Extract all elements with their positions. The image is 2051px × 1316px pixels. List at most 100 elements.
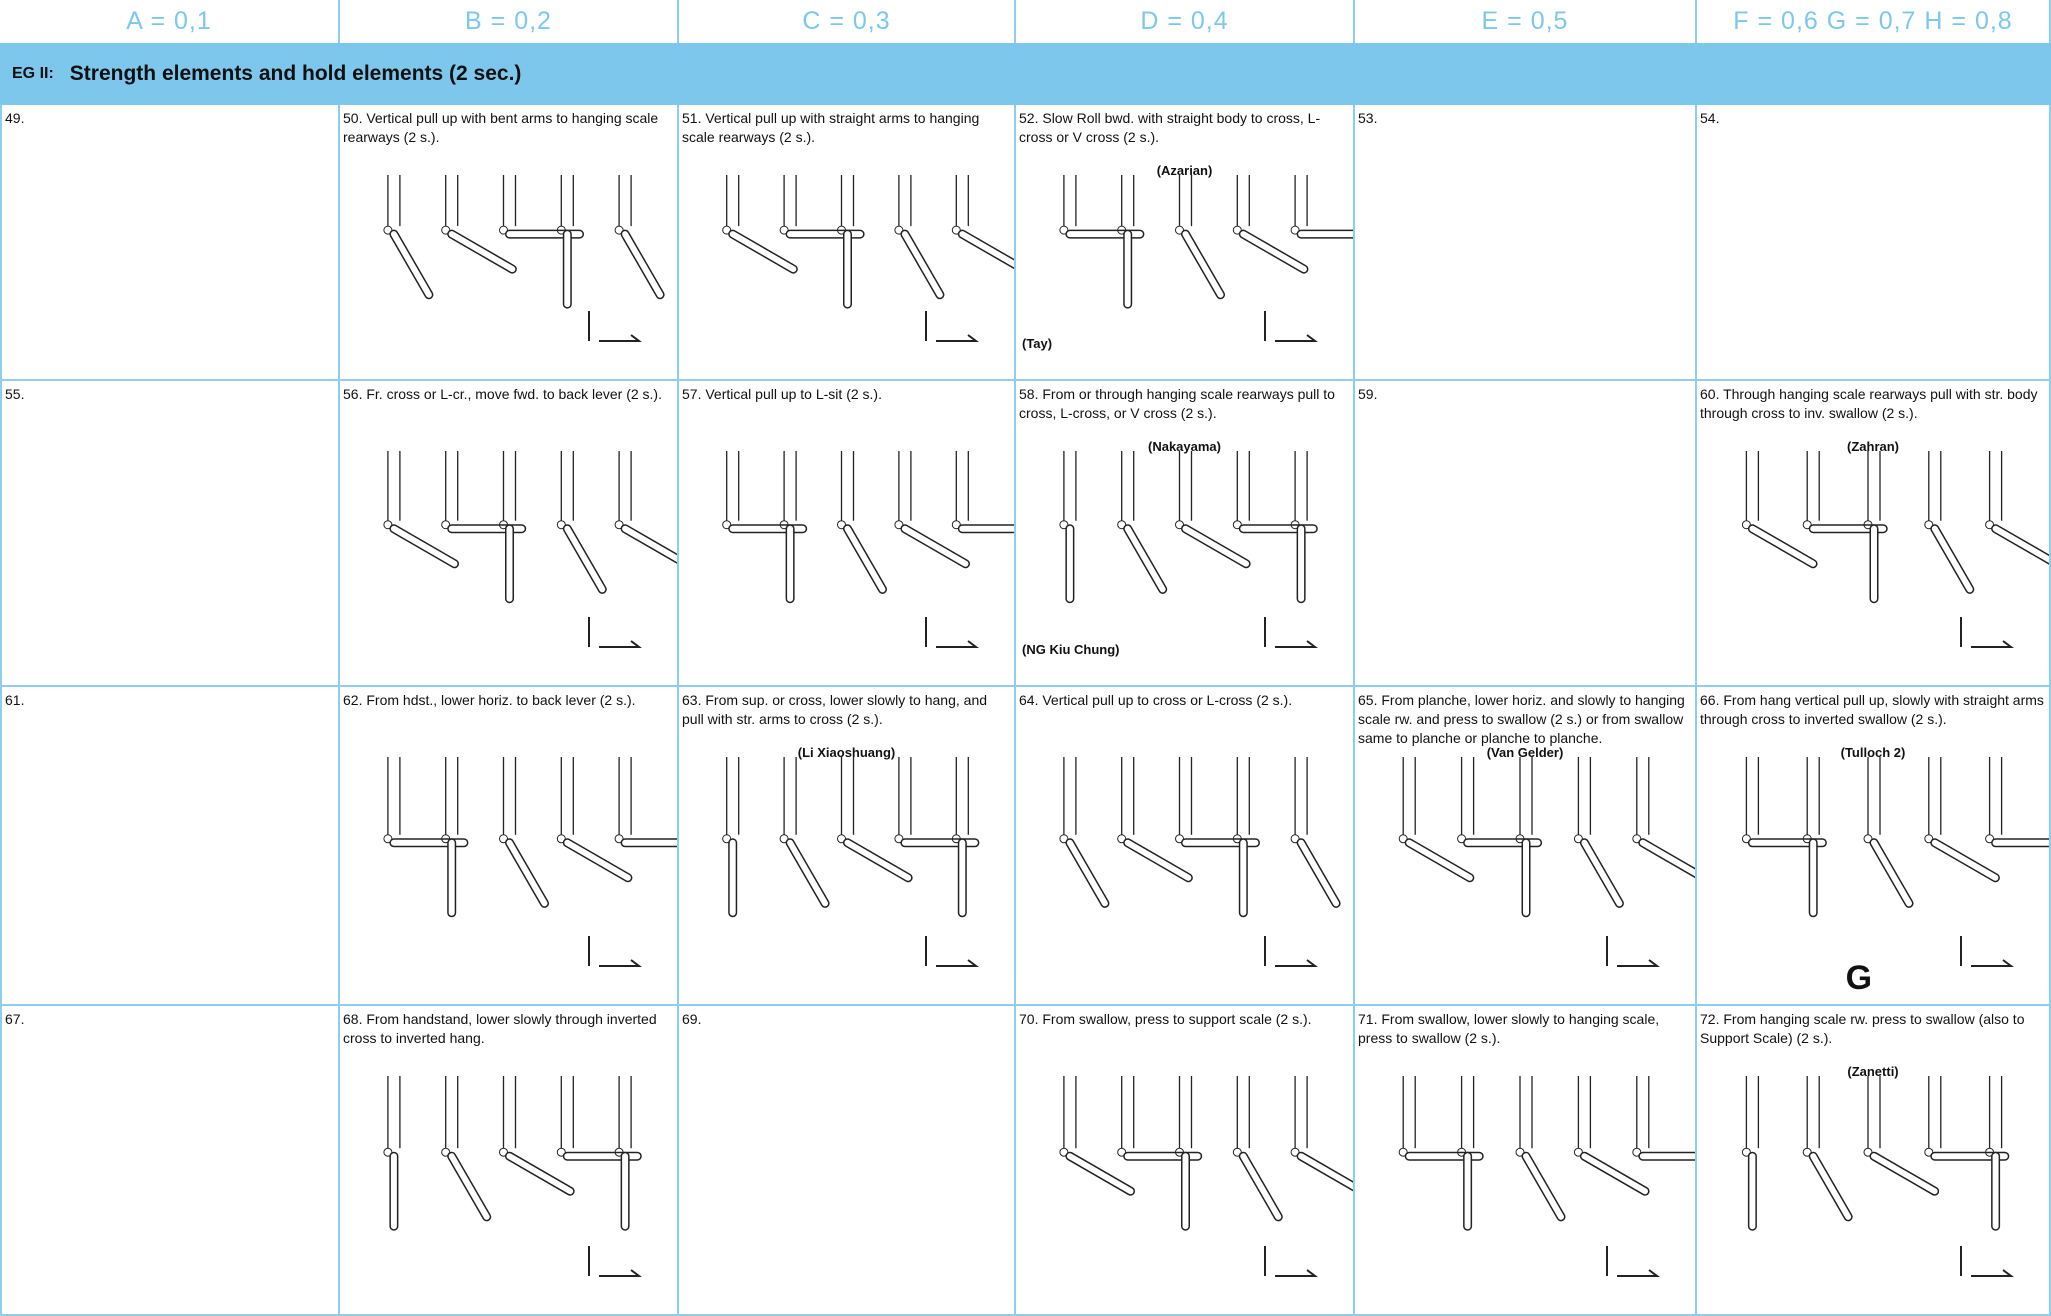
table-cell: 49.	[0, 105, 340, 381]
grade: G	[1845, 959, 1873, 997]
figure	[614, 451, 677, 564]
illustration	[1741, 757, 2049, 967]
element-name: (Tulloch 2)	[1840, 745, 1906, 760]
figure	[1573, 1076, 1650, 1196]
column-header: F = 0,6 G = 0,7 H = 0,8	[1697, 0, 2051, 43]
figure	[1573, 757, 1624, 908]
table-cell: 70. From swallow, press to support scale…	[1016, 1006, 1355, 1316]
figure	[1398, 1076, 1484, 1161]
element-description: 52. Slow Roll bwd. with straight body to…	[1019, 110, 1321, 145]
element-description: 58. From or through hanging scale rearwa…	[1019, 386, 1335, 421]
figure	[499, 757, 549, 908]
figure	[1985, 1076, 2003, 1231]
element-description: 51. Vertical pull up with straight arms …	[682, 110, 980, 145]
element-description: 69.	[682, 1011, 702, 1027]
figure	[1924, 757, 2000, 883]
figure	[1398, 757, 1475, 883]
figure	[1290, 451, 1308, 604]
figure	[1059, 175, 1145, 239]
element-description: 56. Fr. cross or L-cr., move fwd. to bac…	[343, 386, 662, 402]
element-name: (Azarian)	[1156, 163, 1213, 178]
figure	[556, 175, 574, 309]
table-cell: 72. From hanging scale rw. press to swal…	[1697, 1006, 2051, 1316]
illustration	[1398, 1076, 1695, 1277]
illustration	[1059, 757, 1341, 967]
element-name: (Tay)	[1022, 336, 1053, 351]
figure	[722, 175, 798, 274]
figure	[441, 175, 517, 274]
element-description: 55.	[5, 386, 25, 402]
table-cell: 67.	[0, 1006, 340, 1316]
figure	[1059, 757, 1110, 908]
illustration	[1741, 1076, 2014, 1277]
figure	[383, 757, 469, 848]
figure	[614, 175, 665, 300]
figure	[1802, 451, 1888, 534]
figure	[1802, 757, 1820, 918]
figure	[951, 451, 1014, 534]
table-cell: 71. From swallow, lower slowly to hangin…	[1355, 1006, 1697, 1316]
element-description: 72. From hanging scale rw. press to swal…	[1700, 1011, 2025, 1046]
symbol	[588, 936, 642, 967]
element-description: 65. From planche, lower horiz. and slowl…	[1358, 692, 1685, 746]
element-description: 54.	[1700, 110, 1720, 126]
figure	[1290, 1076, 1353, 1192]
figure	[1863, 1076, 1940, 1196]
column-header: E = 0,5	[1355, 0, 1697, 43]
symbol	[925, 311, 979, 342]
element-description: 60. Through hanging scale rearways pull …	[1700, 386, 2038, 421]
symbol	[588, 311, 642, 342]
element-description: 61.	[5, 692, 25, 708]
figure	[779, 175, 865, 239]
symbol	[1264, 936, 1318, 967]
element-name: (Van Gelder)	[1486, 745, 1564, 760]
figure	[1515, 757, 1533, 918]
figure	[614, 1076, 632, 1231]
table-cell: 65. From planche, lower horiz. and slowl…	[1355, 687, 1697, 1006]
figure	[894, 451, 971, 569]
illustration	[1059, 175, 1353, 342]
symbol	[588, 1246, 642, 1277]
symbol	[925, 617, 979, 648]
figure	[499, 1076, 575, 1196]
element-description: 71. From swallow, lower slowly to hangin…	[1358, 1011, 1660, 1046]
table-cell: 69.	[679, 1006, 1016, 1316]
figure	[1985, 757, 2049, 848]
figure	[894, 757, 980, 848]
figure	[779, 757, 830, 908]
figure	[951, 757, 969, 918]
column-header: D = 0,4	[1016, 0, 1355, 43]
figure	[1741, 1076, 1760, 1231]
figure	[837, 451, 887, 594]
figure	[1863, 451, 1881, 604]
figure	[383, 451, 460, 569]
figure	[1117, 451, 1168, 594]
figure	[1741, 757, 1827, 848]
figure	[1117, 1076, 1203, 1161]
figure	[722, 451, 808, 534]
figure	[1802, 1076, 1853, 1222]
figure	[1457, 757, 1543, 848]
figure	[1232, 451, 1318, 534]
figure	[556, 1076, 642, 1161]
figure	[1290, 757, 1341, 908]
figure	[1985, 451, 2049, 565]
element-name: (NG Kiu Chung)	[1022, 642, 1120, 657]
illustration	[1059, 451, 1318, 648]
figure	[441, 1076, 492, 1222]
figure	[556, 451, 607, 594]
table-cell: 55.	[0, 381, 340, 687]
figure	[1117, 757, 1193, 883]
figure	[837, 175, 855, 309]
illustration	[383, 757, 677, 967]
element-name: (Zanetti)	[1847, 1064, 1899, 1079]
table-cell: 64. Vertical pull up to cross or L-cross…	[1016, 687, 1355, 1006]
symbol	[1264, 311, 1318, 342]
element-description: 67.	[5, 1011, 25, 1027]
element-name: (Nakayama)	[1148, 439, 1221, 454]
figure	[1059, 451, 1077, 604]
element-description: 50. Vertical pull up with bent arms to h…	[343, 110, 659, 145]
column-header: A = 0,1	[0, 0, 340, 43]
illustration	[1741, 451, 2049, 648]
section-code: EG II:	[12, 65, 54, 82]
